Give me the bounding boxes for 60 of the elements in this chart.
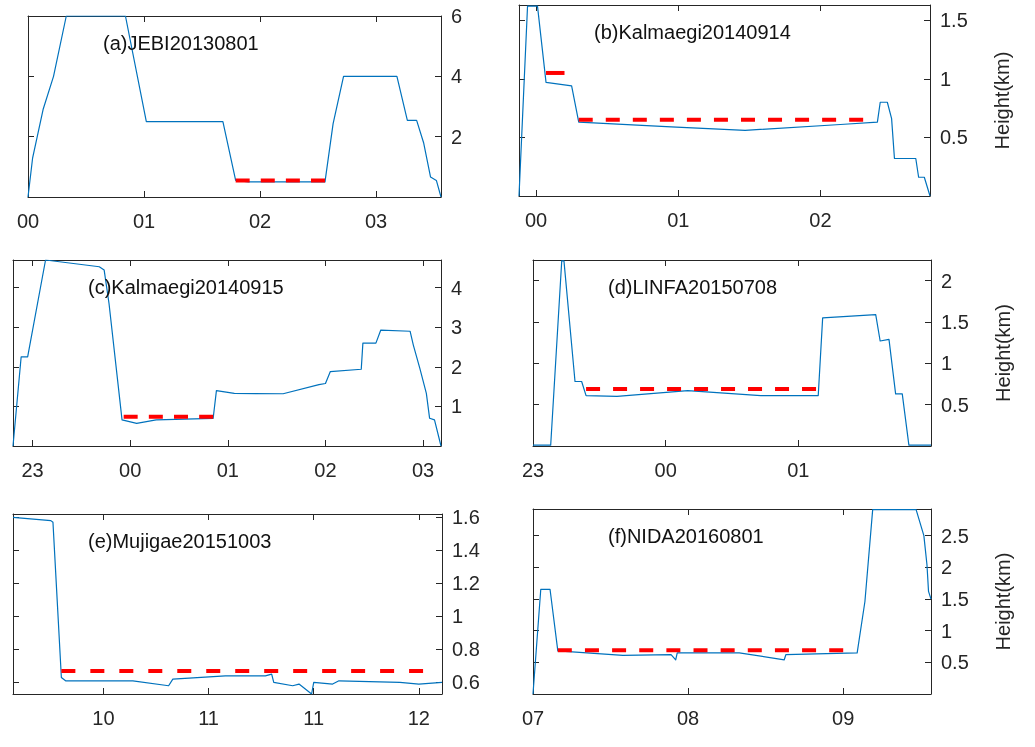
y-tick-label: 2 <box>941 269 953 292</box>
y-tick-label: 0.5 <box>941 651 969 674</box>
y-axis-title: Height(km) <box>991 51 1013 150</box>
y-tick-label: 0.6 <box>452 671 480 694</box>
line-series <box>12 259 442 447</box>
text: (d)LINFA20150708 <box>608 276 778 298</box>
y-tick-label: 4 <box>451 276 463 299</box>
y-tick-label: 2 <box>941 556 953 579</box>
y-tick-label: 2.5 <box>941 524 969 547</box>
x-tick-label: 01 <box>216 459 239 481</box>
y-tick-label: 2 <box>451 355 463 378</box>
x-tick-label: 09 <box>832 707 855 729</box>
y-axis-title: Height(km) <box>992 552 1014 651</box>
y-tick-label: 1.2 <box>452 572 480 595</box>
y-tick-label: 4 <box>451 65 463 88</box>
x-tick-label: 02 <box>248 210 272 232</box>
x-tick-label: 23 <box>521 459 545 481</box>
x-tick-label: 00 <box>119 459 142 481</box>
y-tick-label: 1.5 <box>941 587 969 610</box>
y-tick-label: 0.5 <box>941 393 969 416</box>
y-tick-label: 1.5 <box>940 9 968 32</box>
x-tick-label: 08 <box>676 707 700 729</box>
x-tick-label: 01 <box>132 210 156 232</box>
x-tick-label: 03 <box>364 210 388 232</box>
y-axis-title: Height(km) <box>992 304 1014 402</box>
x-tick-label: 02 <box>314 459 337 481</box>
x-tick-label: 11 <box>198 707 219 729</box>
line-series <box>12 516 443 695</box>
x-tick-label: 02 <box>809 209 832 231</box>
y-tick-label: 3 <box>451 316 463 339</box>
x-tick-label: 23 <box>21 459 44 481</box>
x-tick-label: 00 <box>16 210 40 232</box>
line-series <box>27 15 442 198</box>
text: (b)Kalmaegi20140914 <box>594 21 791 43</box>
line-series <box>532 260 932 446</box>
x-tick-label: 03 <box>411 459 435 481</box>
y-tick-label: 1 <box>941 352 953 375</box>
text: (f)NIDA20160801 <box>608 525 764 547</box>
y-tick-label: 1.6 <box>452 506 480 529</box>
x-tick-label: 12 <box>407 707 430 729</box>
y-tick-label: 0.8 <box>452 638 480 661</box>
y-tick-label: 1 <box>452 605 464 628</box>
y-tick-label: 1.4 <box>452 539 480 562</box>
y-tick-label: 6 <box>451 5 463 27</box>
x-tick-label: 01 <box>787 459 810 481</box>
x-tick-label: 01 <box>667 209 690 231</box>
x-tick-label: 10 <box>92 707 115 729</box>
y-tick-label: 1.5 <box>941 311 969 333</box>
y-tick-label: 1 <box>941 619 953 642</box>
x-tick-label: 07 <box>521 707 545 729</box>
x-tick-label: 00 <box>524 209 548 231</box>
text: (e)Mujigae20151003 <box>88 530 272 552</box>
y-tick-label: 1 <box>451 395 463 418</box>
x-tick-label: 11 <box>303 707 325 729</box>
y-tick-label: 0.5 <box>940 126 968 149</box>
line-series <box>532 509 932 695</box>
y-tick-label: 1 <box>940 67 952 90</box>
line-series <box>518 5 931 197</box>
x-tick-label: 00 <box>654 459 677 481</box>
y-tick-label: 2 <box>451 125 463 148</box>
